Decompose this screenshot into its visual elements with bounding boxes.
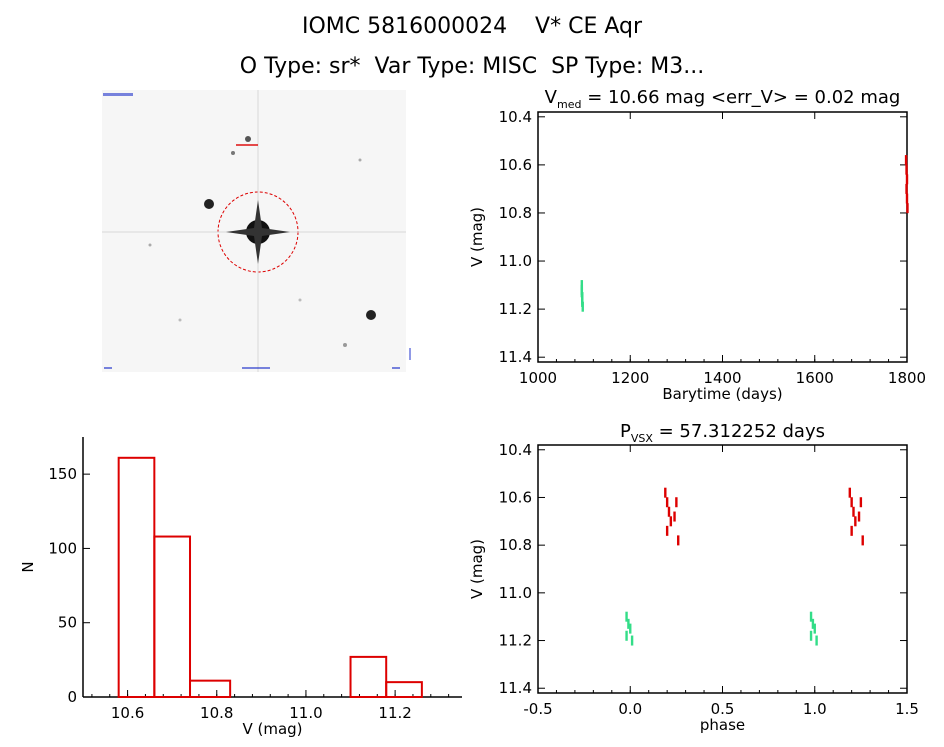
phase-plot: -0.5 0.0 0.5 1.0 1.5 10.4 10.6 10.8 11.0 11.2 11.4… [468, 421, 919, 734]
histogram-bar [385, 681, 423, 699]
data-point [625, 630, 628, 641]
plot-title: Vmed = 10.66 mag <err_V> = 0.02 mag [545, 87, 901, 111]
x-tick-label: 1600 [796, 369, 834, 387]
y-tick-label: 11.2 [499, 300, 532, 318]
data-point [580, 284, 584, 295]
data-point [905, 183, 908, 194]
data-point [852, 506, 855, 517]
finder-image [102, 90, 411, 372]
y-tick-label: 100 [48, 539, 77, 557]
data-point [809, 611, 813, 622]
y-tick-label: 10.4 [499, 441, 532, 459]
data-point [664, 487, 667, 498]
data-point [581, 301, 584, 312]
data-point [815, 635, 818, 646]
chart-title: IOMC 5816000024 V* CE Aqr [301, 14, 643, 39]
x-axis-label: Barytime (days) [662, 385, 782, 403]
y-axis-label: V (mag) [468, 207, 486, 267]
data-point [677, 535, 680, 546]
data-point [581, 294, 584, 305]
data-point [848, 487, 852, 498]
data-point [809, 630, 813, 641]
data-point [665, 525, 669, 536]
data-point [629, 623, 632, 634]
data-point [850, 497, 853, 508]
y-tick-label: 11.2 [499, 632, 532, 650]
y-tick-label: 10.8 [499, 536, 532, 554]
x-tick-label: 11.0 [289, 704, 322, 722]
y-axis-label: N [19, 561, 37, 572]
star [366, 310, 376, 320]
data-point [905, 164, 908, 175]
y-tick-label: 150 [48, 465, 77, 483]
data-point [813, 623, 816, 634]
data-point [905, 174, 909, 185]
x-tick-label: 1800 [888, 369, 926, 387]
histogram-plot: 10.6 10.8 11.0 11.2 0 50 100 150 V (mag) N [19, 437, 462, 738]
data-point [669, 516, 673, 527]
y-tick-label: 10.6 [499, 488, 532, 506]
x-tick-label: 10.6 [111, 704, 144, 722]
data-point [861, 535, 864, 546]
x-tick-label: 0.5 [711, 700, 735, 718]
data-point [627, 618, 630, 629]
x-tick-label: 1200 [611, 369, 649, 387]
x-axis-label: V (mag) [242, 720, 302, 738]
y-tick-label: 11.0 [499, 584, 532, 602]
y-tick-label: 11.4 [499, 679, 532, 697]
y-tick-label: 10.4 [499, 108, 532, 126]
data-point [667, 506, 671, 517]
star [245, 136, 251, 142]
lightcurve-time-plot: 1000 1200 1400 1600 1800 10.4 10.6 10.8 11.0 11.2… [468, 87, 926, 403]
data-point [625, 611, 628, 622]
histogram-bar [153, 535, 192, 698]
chart-subtitle: O Type: sr* Var Type: MISC SP Type: M3..… [239, 54, 705, 79]
x-tick-label: 11.2 [378, 704, 411, 722]
x-tick-label: 1.5 [895, 700, 919, 718]
y-tick-label: 11.0 [499, 252, 532, 270]
histogram-bar [349, 655, 388, 699]
x-tick-label: 1.0 [803, 700, 827, 718]
histogram-bar [189, 679, 232, 699]
y-tick-label: 0 [67, 688, 77, 706]
data-point [854, 516, 857, 527]
x-tick-label: 10.8 [200, 704, 233, 722]
x-tick-label: 1000 [519, 369, 557, 387]
histogram-bar [117, 456, 156, 698]
y-axis-label: V (mag) [468, 539, 486, 599]
data-point [905, 193, 909, 204]
x-tick-label: 0.0 [618, 700, 642, 718]
y-tick-label: 10.8 [499, 204, 532, 222]
x-tick-label: -0.5 [523, 700, 552, 718]
data-point [675, 497, 678, 508]
data-point [630, 635, 634, 646]
data-point [811, 618, 815, 629]
x-tick-label: 1400 [703, 369, 741, 387]
plot-frame [537, 111, 908, 363]
y-tick-label: 50 [58, 614, 77, 632]
x-axis-label: phase [700, 716, 745, 734]
data-point [673, 511, 676, 522]
data-point [665, 497, 669, 508]
data-point [857, 511, 861, 522]
data-point [904, 155, 908, 166]
y-tick-label: 11.4 [499, 348, 532, 366]
data-point [906, 203, 909, 214]
star [204, 199, 214, 209]
star [231, 151, 235, 155]
data-point [859, 497, 863, 508]
data-point [850, 525, 853, 536]
y-tick-label: 10.6 [499, 156, 532, 174]
plot-title: PVSX = 57.312252 days [620, 421, 825, 445]
plot-frame [537, 444, 908, 694]
